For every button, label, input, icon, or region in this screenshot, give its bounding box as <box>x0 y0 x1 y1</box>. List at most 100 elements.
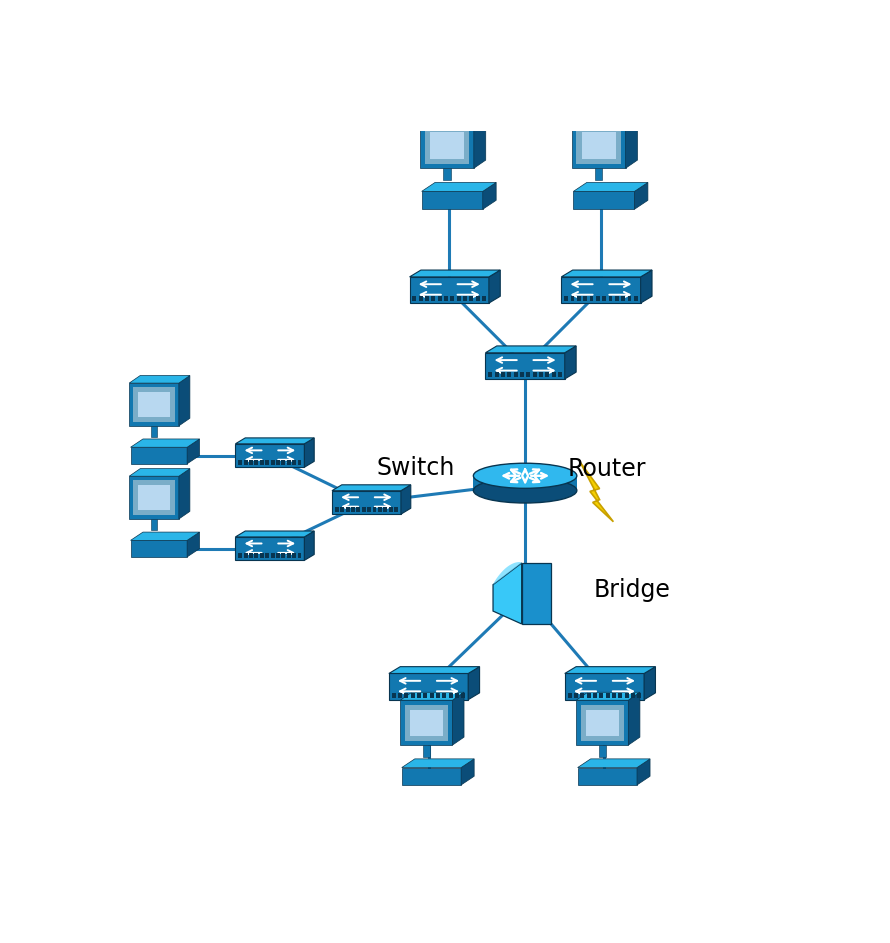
Bar <box>455 693 459 698</box>
Polygon shape <box>401 768 461 785</box>
Bar <box>432 296 435 301</box>
Bar <box>520 372 524 377</box>
Bar <box>627 296 631 301</box>
Polygon shape <box>485 353 565 379</box>
Polygon shape <box>304 531 314 560</box>
Bar <box>457 296 461 301</box>
Polygon shape <box>637 759 650 785</box>
Bar <box>449 693 453 698</box>
Polygon shape <box>482 182 496 209</box>
Polygon shape <box>400 485 411 514</box>
Bar <box>599 745 606 756</box>
Polygon shape <box>179 469 190 519</box>
Bar <box>443 168 450 180</box>
Polygon shape <box>187 439 199 464</box>
Bar <box>419 296 423 301</box>
Bar <box>271 554 274 558</box>
Polygon shape <box>422 182 496 191</box>
Bar <box>411 693 415 698</box>
Polygon shape <box>473 476 577 490</box>
Polygon shape <box>235 444 304 467</box>
Polygon shape <box>400 692 464 701</box>
Bar <box>589 296 594 301</box>
Bar <box>612 693 616 698</box>
Bar <box>292 460 296 465</box>
Bar <box>514 372 517 377</box>
Polygon shape <box>635 182 648 209</box>
Bar <box>580 693 584 698</box>
Bar <box>436 693 440 698</box>
Ellipse shape <box>473 463 577 488</box>
Polygon shape <box>461 759 474 785</box>
Bar <box>606 693 610 698</box>
Bar <box>239 460 242 465</box>
Bar <box>609 296 612 301</box>
Bar <box>138 392 170 417</box>
Polygon shape <box>304 438 314 467</box>
Polygon shape <box>452 692 464 745</box>
Bar <box>292 554 296 558</box>
Bar <box>378 507 382 512</box>
Bar <box>495 372 498 377</box>
Polygon shape <box>626 114 637 168</box>
Bar <box>423 745 430 756</box>
Polygon shape <box>493 562 522 585</box>
Polygon shape <box>420 114 486 122</box>
Polygon shape <box>332 485 411 490</box>
Bar <box>539 372 543 377</box>
Polygon shape <box>573 182 648 191</box>
Bar <box>450 296 454 301</box>
Bar <box>637 693 641 698</box>
Bar <box>574 693 578 698</box>
Bar <box>398 693 402 698</box>
Bar <box>417 693 421 698</box>
Bar <box>577 296 581 301</box>
Ellipse shape <box>473 478 577 503</box>
Polygon shape <box>493 563 522 624</box>
Polygon shape <box>409 277 489 303</box>
Bar <box>412 296 417 301</box>
Bar <box>564 296 568 301</box>
Polygon shape <box>576 692 640 701</box>
Bar <box>425 296 429 301</box>
Bar <box>430 132 464 158</box>
Bar <box>287 460 291 465</box>
Bar <box>533 372 537 377</box>
Polygon shape <box>573 191 635 209</box>
Polygon shape <box>580 462 613 521</box>
Bar <box>599 693 603 698</box>
Bar <box>552 372 555 377</box>
Polygon shape <box>129 469 190 476</box>
Bar <box>389 507 392 512</box>
Bar <box>271 460 274 465</box>
Polygon shape <box>572 122 626 168</box>
Polygon shape <box>422 191 482 209</box>
Text: Bridge: Bridge <box>595 578 671 602</box>
Bar <box>394 507 398 512</box>
Polygon shape <box>235 537 304 560</box>
Polygon shape <box>562 270 652 277</box>
Bar <box>442 693 446 698</box>
Bar <box>583 296 587 301</box>
Polygon shape <box>562 277 641 303</box>
Polygon shape <box>131 439 199 447</box>
Polygon shape <box>489 270 500 303</box>
Bar <box>476 296 480 301</box>
Bar <box>356 507 360 512</box>
Polygon shape <box>179 375 190 426</box>
Bar <box>625 693 628 698</box>
Bar <box>409 710 443 736</box>
Bar <box>634 296 638 301</box>
Bar <box>593 693 597 698</box>
Bar <box>463 296 467 301</box>
Polygon shape <box>131 447 187 464</box>
Polygon shape <box>235 438 314 444</box>
Polygon shape <box>332 490 400 514</box>
Polygon shape <box>420 122 473 168</box>
Bar <box>619 693 622 698</box>
Bar <box>281 460 286 465</box>
Bar <box>615 296 619 301</box>
Bar <box>444 296 448 301</box>
Bar <box>276 460 280 465</box>
Bar <box>150 426 158 437</box>
